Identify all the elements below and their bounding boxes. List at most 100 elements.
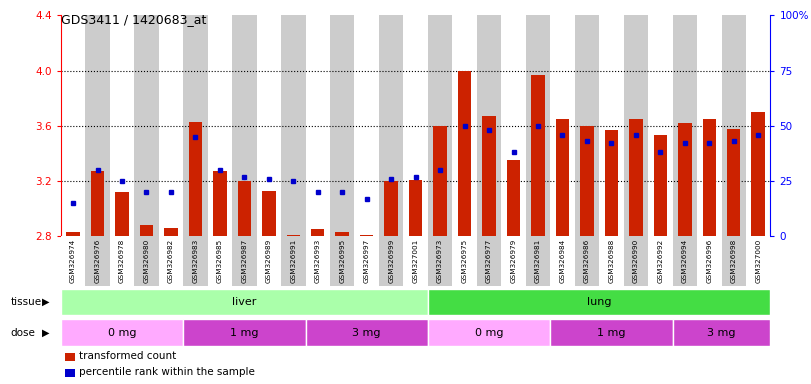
- Bar: [306, 319, 428, 346]
- Bar: [256, 236, 281, 286]
- Bar: [501, 15, 526, 236]
- Bar: [648, 236, 672, 286]
- Bar: [183, 236, 208, 286]
- Bar: [501, 236, 526, 286]
- Text: GSM326995: GSM326995: [339, 239, 345, 283]
- Bar: [306, 15, 330, 236]
- Bar: [403, 15, 428, 236]
- Text: 3 mg: 3 mg: [707, 328, 736, 338]
- Text: GSM326986: GSM326986: [584, 239, 590, 283]
- Text: 3 mg: 3 mg: [353, 328, 381, 338]
- Bar: [697, 236, 722, 286]
- Bar: [311, 229, 324, 236]
- Text: GSM326991: GSM326991: [290, 239, 296, 283]
- Bar: [428, 15, 453, 236]
- Bar: [139, 225, 153, 236]
- Bar: [428, 236, 453, 286]
- Bar: [722, 15, 746, 236]
- Bar: [629, 119, 642, 236]
- Text: ▶: ▶: [42, 328, 49, 338]
- Bar: [281, 15, 306, 236]
- Bar: [727, 129, 740, 236]
- Bar: [477, 236, 501, 286]
- Bar: [550, 319, 672, 346]
- Text: lung: lung: [587, 297, 611, 307]
- Bar: [697, 15, 722, 236]
- Bar: [159, 236, 183, 286]
- Text: GSM326988: GSM326988: [608, 239, 615, 283]
- Text: 1 mg: 1 mg: [597, 328, 625, 338]
- Bar: [232, 15, 256, 236]
- Bar: [159, 15, 183, 236]
- Bar: [354, 236, 379, 286]
- Bar: [575, 236, 599, 286]
- Bar: [61, 288, 428, 315]
- Text: GSM326973: GSM326973: [437, 239, 443, 283]
- Bar: [599, 15, 624, 236]
- Bar: [550, 236, 575, 286]
- Bar: [379, 15, 403, 236]
- Bar: [306, 236, 330, 286]
- Bar: [109, 236, 135, 286]
- Bar: [678, 123, 692, 236]
- Text: GSM326996: GSM326996: [706, 239, 712, 283]
- Bar: [183, 15, 208, 236]
- Bar: [91, 171, 105, 236]
- Bar: [256, 15, 281, 236]
- Bar: [575, 15, 599, 236]
- Bar: [526, 15, 550, 236]
- Bar: [164, 228, 178, 236]
- Bar: [286, 235, 300, 236]
- Text: 0 mg: 0 mg: [108, 328, 136, 338]
- Text: GSM326977: GSM326977: [486, 239, 492, 283]
- Bar: [61, 319, 183, 346]
- Text: GSM326975: GSM326975: [461, 239, 468, 283]
- Bar: [550, 15, 575, 236]
- Bar: [428, 319, 550, 346]
- Bar: [556, 119, 569, 236]
- Text: GSM326976: GSM326976: [95, 239, 101, 283]
- Bar: [672, 15, 697, 236]
- Bar: [238, 181, 251, 236]
- Bar: [379, 236, 403, 286]
- Bar: [109, 15, 135, 236]
- Text: GDS3411 / 1420683_at: GDS3411 / 1420683_at: [61, 13, 206, 26]
- Bar: [208, 236, 232, 286]
- Bar: [624, 15, 648, 236]
- Bar: [85, 15, 109, 236]
- Text: GSM326981: GSM326981: [535, 239, 541, 283]
- Text: GSM326989: GSM326989: [266, 239, 272, 283]
- Text: GSM326992: GSM326992: [658, 239, 663, 283]
- Text: GSM326993: GSM326993: [315, 239, 321, 283]
- Bar: [654, 136, 667, 236]
- Bar: [428, 288, 770, 315]
- Bar: [409, 180, 423, 236]
- Text: GSM326998: GSM326998: [731, 239, 736, 283]
- Text: GSM326978: GSM326978: [119, 239, 125, 283]
- Bar: [507, 160, 520, 236]
- Text: GSM326979: GSM326979: [510, 239, 517, 283]
- Bar: [580, 126, 594, 236]
- Bar: [458, 71, 471, 236]
- Bar: [599, 236, 624, 286]
- Bar: [403, 236, 428, 286]
- Text: 0 mg: 0 mg: [474, 328, 504, 338]
- Bar: [648, 15, 672, 236]
- Text: GSM327000: GSM327000: [755, 239, 762, 283]
- Bar: [61, 236, 85, 286]
- Bar: [526, 236, 550, 286]
- Bar: [453, 236, 477, 286]
- Bar: [453, 15, 477, 236]
- Text: GSM326982: GSM326982: [168, 239, 174, 283]
- Bar: [384, 181, 398, 236]
- Bar: [752, 112, 765, 236]
- Bar: [232, 236, 256, 286]
- Bar: [61, 15, 85, 236]
- Bar: [262, 190, 276, 236]
- Bar: [360, 235, 373, 236]
- Bar: [135, 236, 159, 286]
- Bar: [115, 192, 129, 236]
- Bar: [477, 15, 501, 236]
- Bar: [746, 15, 770, 236]
- Text: percentile rank within the sample: percentile rank within the sample: [79, 367, 255, 377]
